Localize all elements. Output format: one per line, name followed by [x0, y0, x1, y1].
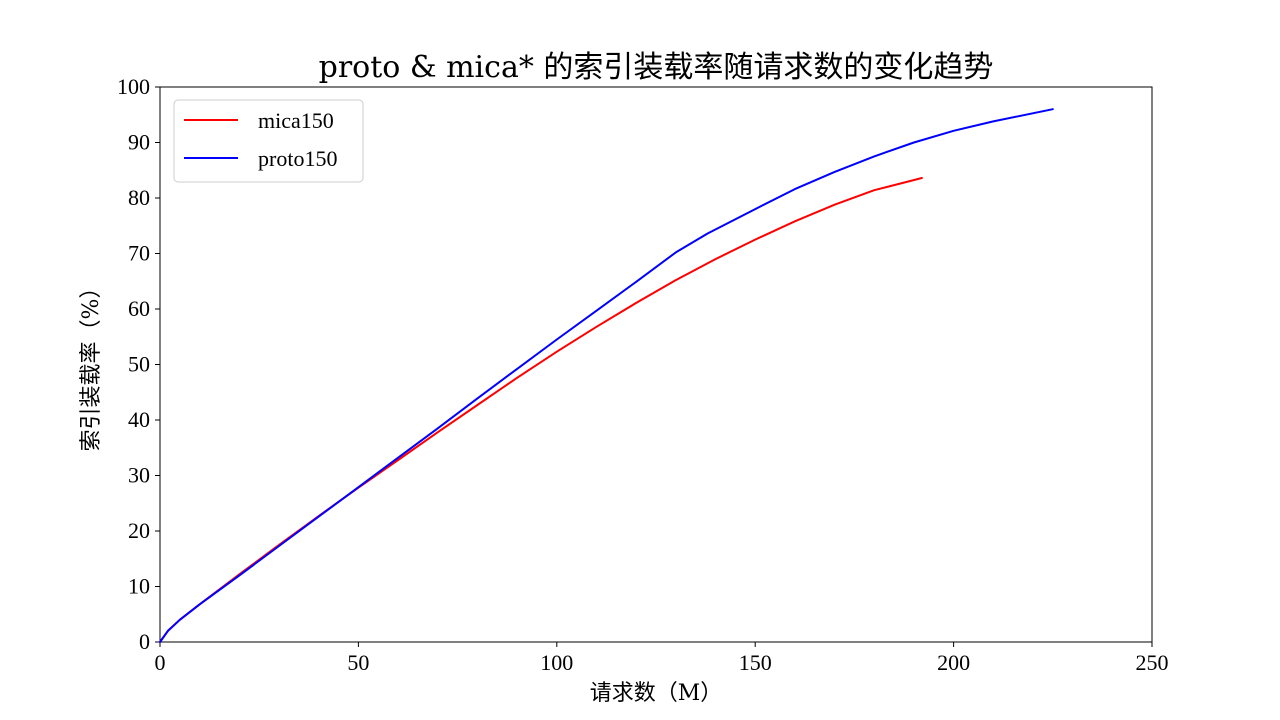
x-axis-label: 请求数（M） — [590, 681, 723, 706]
y-tick-label: 30 — [128, 463, 150, 488]
y-tick-label: 20 — [128, 518, 150, 543]
y-tick-label: 10 — [128, 574, 150, 599]
series-line-mica150 — [159, 177, 923, 643]
y-tick-label: 60 — [128, 296, 150, 321]
y-axis-label: 索引装载率（%） — [79, 277, 104, 452]
x-tick-label: 250 — [1136, 650, 1169, 675]
x-tick-label: 0 — [155, 650, 166, 675]
x-tick-label: 100 — [540, 650, 573, 675]
legend-label: mica150 — [258, 108, 334, 133]
y-tick-label: 90 — [128, 130, 150, 155]
x-axis: 0 50 100 150 200 250 — [155, 642, 1169, 675]
x-tick-label: 200 — [937, 650, 970, 675]
legend: mica150 proto150 — [173, 99, 364, 183]
y-tick-label: 70 — [128, 241, 150, 266]
chart-title: proto & mica* 的索引装载率随请求数的变化趋势 — [319, 50, 994, 85]
y-tick-label: 100 — [117, 74, 150, 99]
series-line-proto150 — [159, 108, 1054, 643]
y-tick-label: 40 — [128, 407, 150, 432]
series-lines — [159, 108, 1054, 643]
legend-label: proto150 — [258, 146, 337, 171]
y-tick-label: 80 — [128, 185, 150, 210]
y-tick-label: 0 — [139, 629, 150, 654]
y-axis: 0 10 20 30 40 50 60 70 80 90 100 — [117, 74, 160, 654]
x-tick-label: 50 — [347, 650, 369, 675]
y-tick-label: 50 — [128, 352, 150, 377]
x-tick-label: 150 — [739, 650, 772, 675]
